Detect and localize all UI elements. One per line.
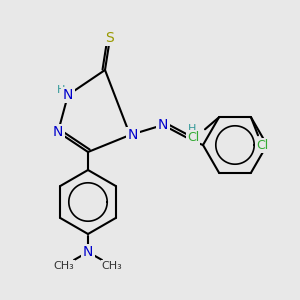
Text: N: N — [53, 125, 63, 139]
Text: S: S — [106, 31, 114, 45]
Text: Cl: Cl — [256, 139, 268, 152]
Text: Cl: Cl — [187, 131, 199, 144]
Text: N: N — [63, 88, 73, 102]
Text: CH₃: CH₃ — [102, 261, 122, 271]
Text: N: N — [83, 245, 93, 259]
Text: H: H — [188, 124, 196, 134]
Text: CH₃: CH₃ — [54, 261, 74, 271]
Text: H: H — [57, 85, 65, 95]
Text: N: N — [158, 118, 168, 132]
Text: N: N — [128, 128, 138, 142]
